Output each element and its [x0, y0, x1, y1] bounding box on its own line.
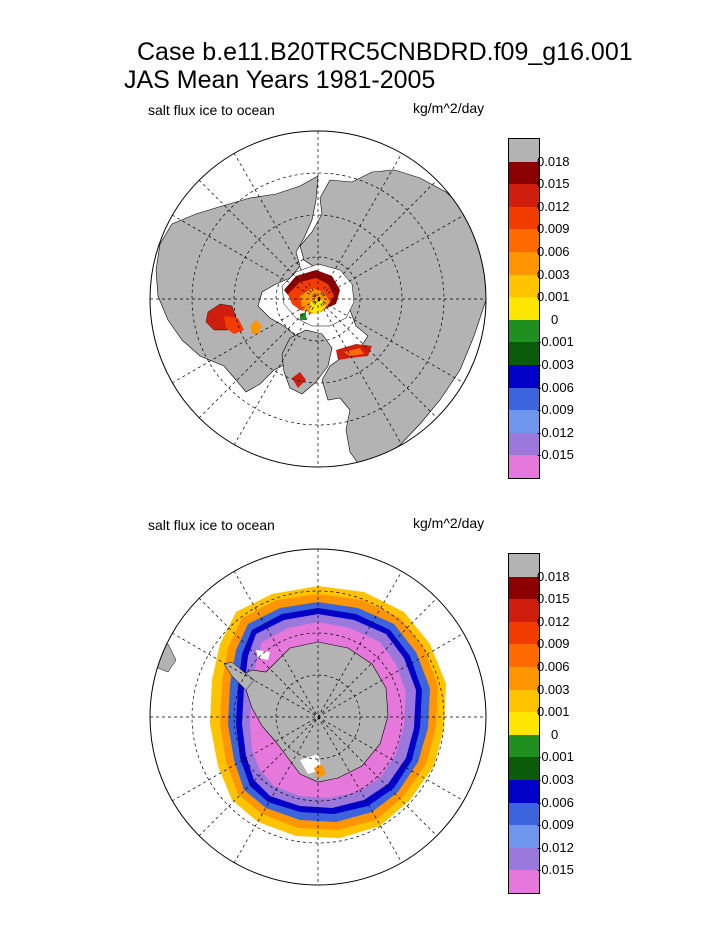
colorbar-tick-label: -0.012: [537, 424, 574, 440]
panel2-label: salt flux ice to ocean: [148, 517, 275, 533]
colorbar-tick-label: 0.003: [537, 266, 570, 282]
colorbar-swatch: [509, 229, 539, 252]
colorbar-swatch: [509, 644, 539, 667]
colorbar-swatch: [509, 184, 539, 207]
colorbar-tick-label: -0.015: [537, 862, 574, 878]
colorbar-swatch: [509, 455, 539, 478]
colorbar-tick-label: -0.003: [537, 357, 574, 372]
colorbar-swatch: [509, 274, 539, 298]
colorbar-swatch: [509, 825, 539, 848]
colorbar-tick-label: 0.012: [537, 198, 570, 214]
north-land-america: [155, 175, 319, 393]
colorbar-swatch: [509, 410, 539, 433]
colorbar-tick-label: -0.006: [537, 794, 574, 810]
panel2-units: kg/m^2/day: [413, 515, 485, 531]
colorbar-swatch: [509, 206, 539, 230]
south-polar-map: [150, 549, 486, 885]
colorbar-swatch: [509, 689, 539, 713]
figure-title-case: Case b.e11.B20TRC5CNBDRD.f09_g16.001: [137, 38, 633, 66]
colorbar-swatch: [509, 757, 539, 780]
colorbar-tick-label: 0.012: [537, 613, 570, 629]
figure-title-period: JAS Mean Years 1981-2005: [124, 66, 436, 94]
colorbar-tick-label: 0.015: [537, 591, 570, 607]
colorbar-tick-label: 0.015: [537, 176, 570, 192]
colorbar-swatch: [509, 734, 539, 758]
colorbar-tick-label: 0.003: [537, 681, 570, 697]
colorbar-north: [508, 138, 540, 479]
colorbar-swatch: [509, 161, 539, 185]
south-land-antarctica: [239, 641, 389, 783]
colorbar-tick-label: -0.009: [537, 402, 574, 418]
colorbar-tick-label: 0: [551, 311, 559, 327]
colorbar-swatch: [509, 319, 539, 343]
colorbar-swatch: [509, 139, 539, 162]
panel1-units: kg/m^2/day: [413, 100, 485, 116]
colorbar-tick-label: -0.001: [537, 334, 574, 350]
colorbar-tick-label: 0.001: [537, 704, 570, 720]
colorbar-swatch: [509, 251, 539, 275]
colorbar-swatch: [509, 621, 539, 645]
colorbar-tick-label: 0.009: [537, 221, 570, 237]
colorbar-tick-label: -0.006: [537, 379, 574, 395]
colorbar-tick-label: 0.006: [537, 244, 570, 259]
colorbar-tick-label: -0.009: [537, 817, 574, 833]
colorbar-south: [508, 553, 540, 894]
colorbar-tick-label: -0.001: [537, 749, 574, 765]
colorbar-tick-label: 0.006: [537, 659, 570, 674]
colorbar-tick-label: 0.001: [537, 289, 570, 305]
colorbar-swatch: [509, 342, 539, 365]
colorbar-swatch: [509, 599, 539, 622]
colorbar-swatch: [509, 870, 539, 893]
colorbar-swatch: [509, 847, 539, 871]
colorbar-tick-label: -0.015: [537, 447, 574, 463]
colorbar-tick-label: -0.003: [537, 772, 574, 787]
north-polar-map: [150, 131, 486, 467]
colorbar-tick-label: 0: [551, 726, 559, 742]
colorbar-swatch: [509, 779, 539, 803]
colorbar-tick-label: 0.018: [537, 568, 570, 584]
colorbar-swatch: [509, 576, 539, 600]
colorbar-swatch: [509, 802, 539, 826]
colorbar-swatch: [509, 712, 539, 735]
colorbar-tick-label: 0.018: [537, 153, 570, 169]
colorbar-tick-label: 0.009: [537, 636, 570, 652]
panel1-label: salt flux ice to ocean: [148, 102, 275, 118]
colorbar-swatch: [509, 554, 539, 577]
colorbar-swatch: [509, 666, 539, 690]
colorbar-tick-label: -0.012: [537, 839, 574, 855]
colorbar-swatch: [509, 297, 539, 320]
colorbar-swatch: [509, 364, 539, 388]
colorbar-swatch: [509, 387, 539, 411]
colorbar-swatch: [509, 432, 539, 456]
